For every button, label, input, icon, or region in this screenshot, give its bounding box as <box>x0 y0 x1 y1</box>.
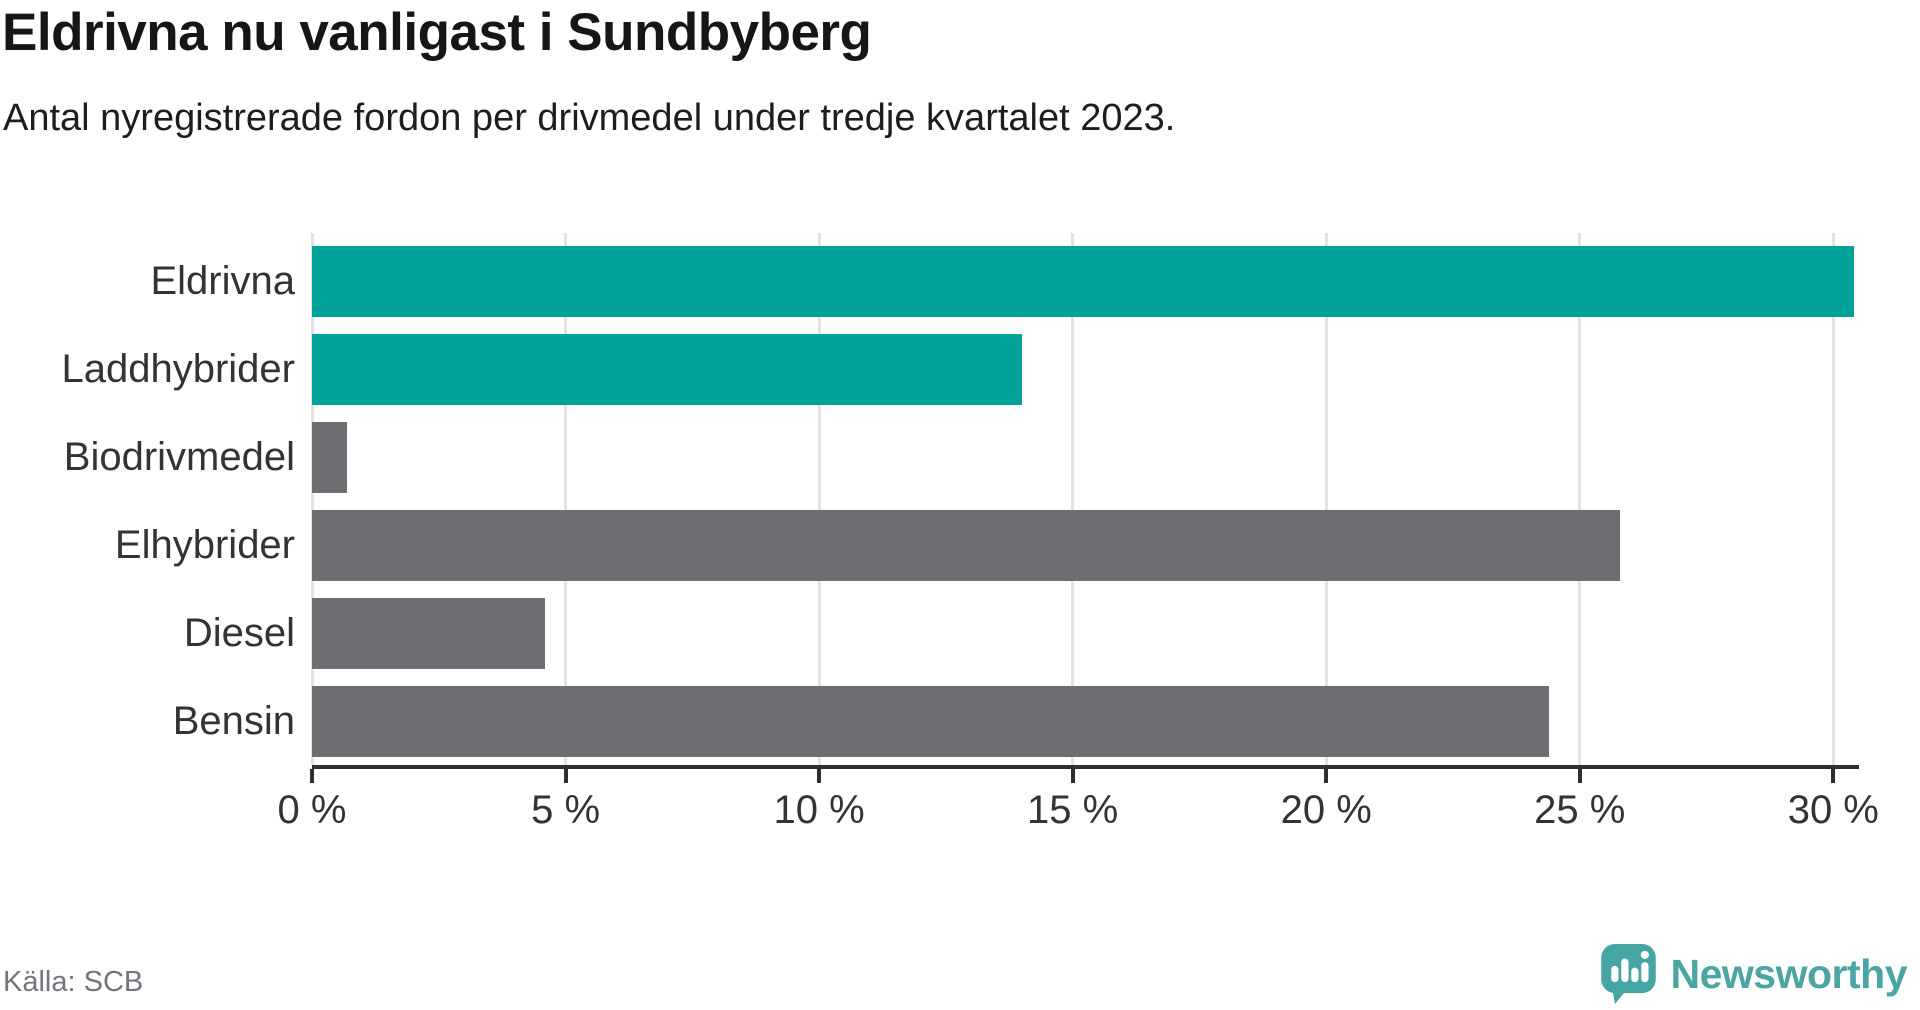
bar-eldrivna <box>312 246 1854 317</box>
axis-tick-30 <box>1831 769 1836 783</box>
gridline-10 <box>817 233 821 765</box>
gridline-25 <box>1578 233 1582 765</box>
newsworthy-wordmark: Newsworthy <box>1670 951 1908 997</box>
category-label-laddhybrider: Laddhybrider <box>61 347 296 391</box>
category-label-bensin: Bensin <box>172 699 295 743</box>
axis-tick-label: 10 % <box>773 788 865 832</box>
chart-subtitle: Antal nyregistrerade fordon per drivmede… <box>3 97 1176 139</box>
axis-tick-label: 15 % <box>1027 788 1119 832</box>
bar-bensin <box>312 686 1550 757</box>
gridline-30 <box>1831 233 1835 765</box>
gridline-0 <box>310 233 314 765</box>
axis-tick-15 <box>1070 769 1075 783</box>
gridline-5 <box>564 233 568 765</box>
axis-tick-label: 25 % <box>1534 788 1626 832</box>
axis-tick-label: 20 % <box>1280 788 1372 832</box>
category-label-elhybrider: Elhybrider <box>114 523 295 567</box>
axis-tick-label: 5 % <box>531 788 601 832</box>
category-label-eldrivna: Eldrivna <box>150 259 295 303</box>
gridline-20 <box>1324 233 1328 765</box>
axis-tick-10 <box>817 769 822 783</box>
bar-laddhybrider <box>312 334 1022 405</box>
axis-tick-0 <box>310 769 314 783</box>
axis-tick-25 <box>1577 769 1582 783</box>
bar-diesel <box>312 598 546 669</box>
axis-tick-label: 30 % <box>1787 788 1879 832</box>
category-label-diesel: Diesel <box>183 611 295 655</box>
chart-title: Eldrivna nu vanligast i Sundbyberg <box>2 3 872 62</box>
newsworthy-pin-icon <box>1600 944 1656 1004</box>
source-note: Källa: SCB <box>3 966 144 998</box>
axis-tick-20 <box>1324 769 1329 783</box>
bar-biodrivmedel <box>312 422 348 493</box>
x-axis-line <box>312 765 1859 769</box>
category-label-biodrivmedel: Biodrivmedel <box>63 435 295 479</box>
axis-tick-label: 0 % <box>277 788 347 832</box>
axis-tick-5 <box>563 769 568 783</box>
gridline-15 <box>1071 233 1075 765</box>
newsworthy-logo: Newsworthy <box>1600 944 1908 1004</box>
bar-elhybrider <box>312 510 1621 581</box>
